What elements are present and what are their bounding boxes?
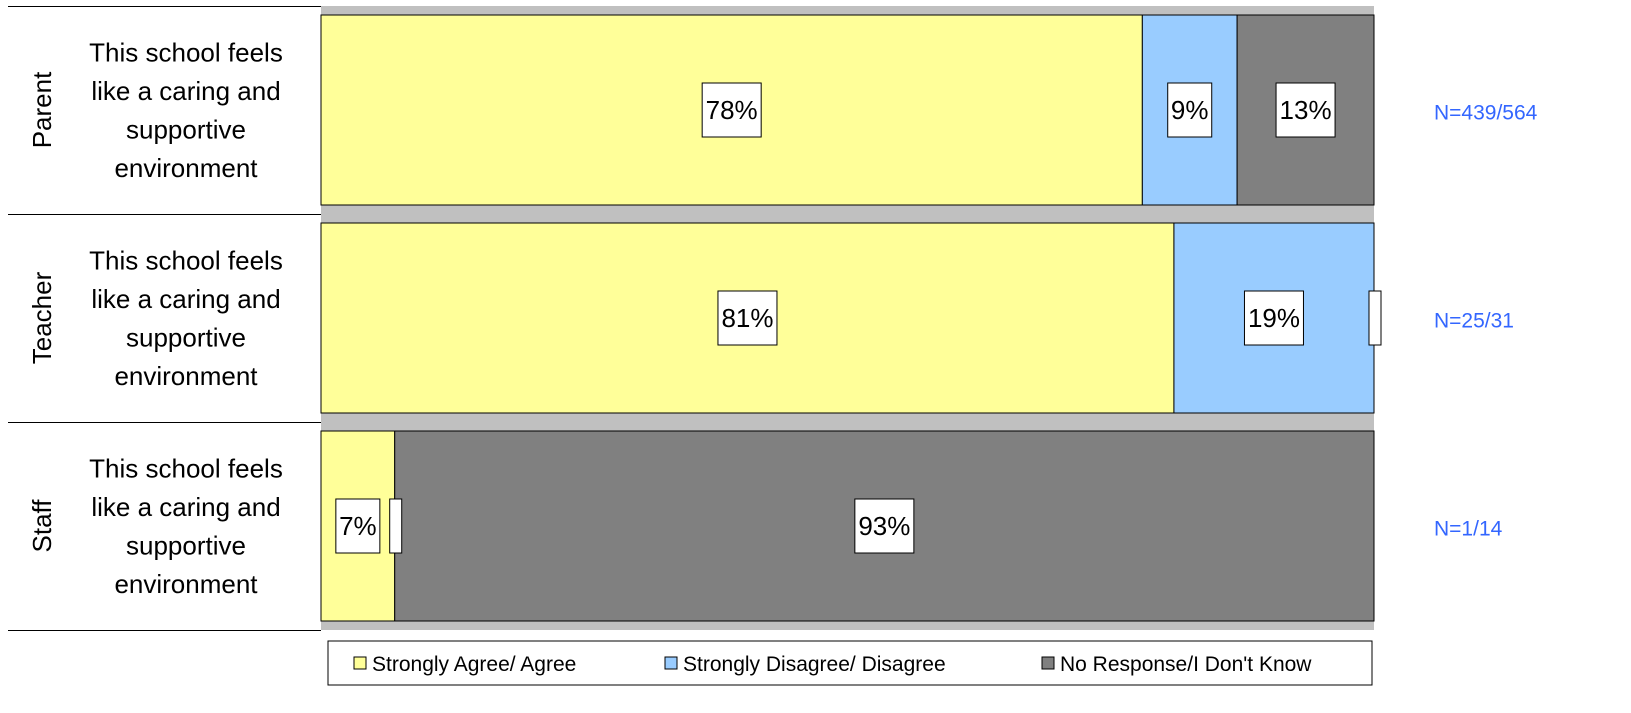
data-label-parent-series-1: 9% — [1171, 95, 1209, 125]
n-label-parent: N=439/564 — [1434, 102, 1538, 125]
group-label-teacher: Teacher — [27, 271, 57, 364]
category-label-line: like a caring and — [91, 76, 280, 106]
data-label-box — [854, 498, 915, 554]
category-label-line: This school feels — [89, 453, 283, 483]
data-label-box — [1275, 82, 1336, 138]
row-dividers — [8, 6, 321, 631]
group-label-parent: Parent — [27, 71, 57, 148]
legend-swatch — [1041, 656, 1055, 670]
category-labels: This school feels like a caring and suppor… — [89, 37, 283, 599]
data-label-parent-series-2: 13% — [1280, 95, 1332, 125]
category-label: This school feels like a caring and suppor… — [89, 245, 283, 391]
legend-swatch — [353, 656, 367, 670]
group-label-staff: Staff — [27, 499, 57, 553]
legend-swatch — [664, 656, 678, 670]
category-label-line: This school feels — [89, 37, 283, 67]
zero-value-marker — [389, 498, 403, 554]
data-label-box — [717, 290, 778, 346]
category-label-line: environment — [114, 361, 258, 391]
category-label-line: environment — [114, 153, 258, 183]
data-label-box — [335, 498, 381, 554]
category-label: This school feels like a caring and suppor… — [89, 37, 283, 183]
legend-box — [327, 640, 1373, 686]
legend-label: No Response/I Don't Know — [1060, 653, 1312, 676]
data-label-parent-series-0: 78% — [706, 95, 758, 125]
n-label-teacher: N=25/31 — [1434, 310, 1514, 333]
category-label-line: supportive — [126, 530, 246, 560]
data-label-box — [1243, 290, 1304, 346]
data-labels: 78% 9% 13% 81% 19% 7% 93% — [335, 82, 1382, 554]
category-label-line: like a caring and — [91, 492, 280, 522]
group-labels: Parent Teacher Staff — [27, 71, 57, 553]
data-label-box — [701, 82, 762, 138]
data-label-teacher-series-1: 19% — [1248, 303, 1300, 333]
n-labels: N=439/564 N=25/31 N=1/14 — [1434, 102, 1538, 541]
legend: Strongly Agree/ Agree Strongly Disagree/ … — [327, 640, 1373, 686]
data-label-box — [1167, 82, 1213, 138]
legend-label: Strongly Agree/ Agree — [372, 653, 576, 676]
data-label-staff-series-2: 93% — [858, 511, 910, 541]
category-label-line: This school feels — [89, 245, 283, 275]
category-label-line: environment — [114, 569, 258, 599]
data-label-staff-series-0: 7% — [339, 511, 377, 541]
bars — [320, 14, 1375, 622]
category-label: This school feels like a caring and suppor… — [89, 453, 283, 599]
n-label-staff: N=1/14 — [1434, 518, 1503, 541]
category-label-line: supportive — [126, 114, 246, 144]
legend-label: Strongly Disagree/ Disagree — [683, 653, 946, 676]
zero-value-marker — [1368, 290, 1382, 346]
category-label-line: supportive — [126, 322, 246, 352]
data-label-teacher-series-0: 81% — [721, 303, 773, 333]
category-label-line: like a caring and — [91, 284, 280, 314]
